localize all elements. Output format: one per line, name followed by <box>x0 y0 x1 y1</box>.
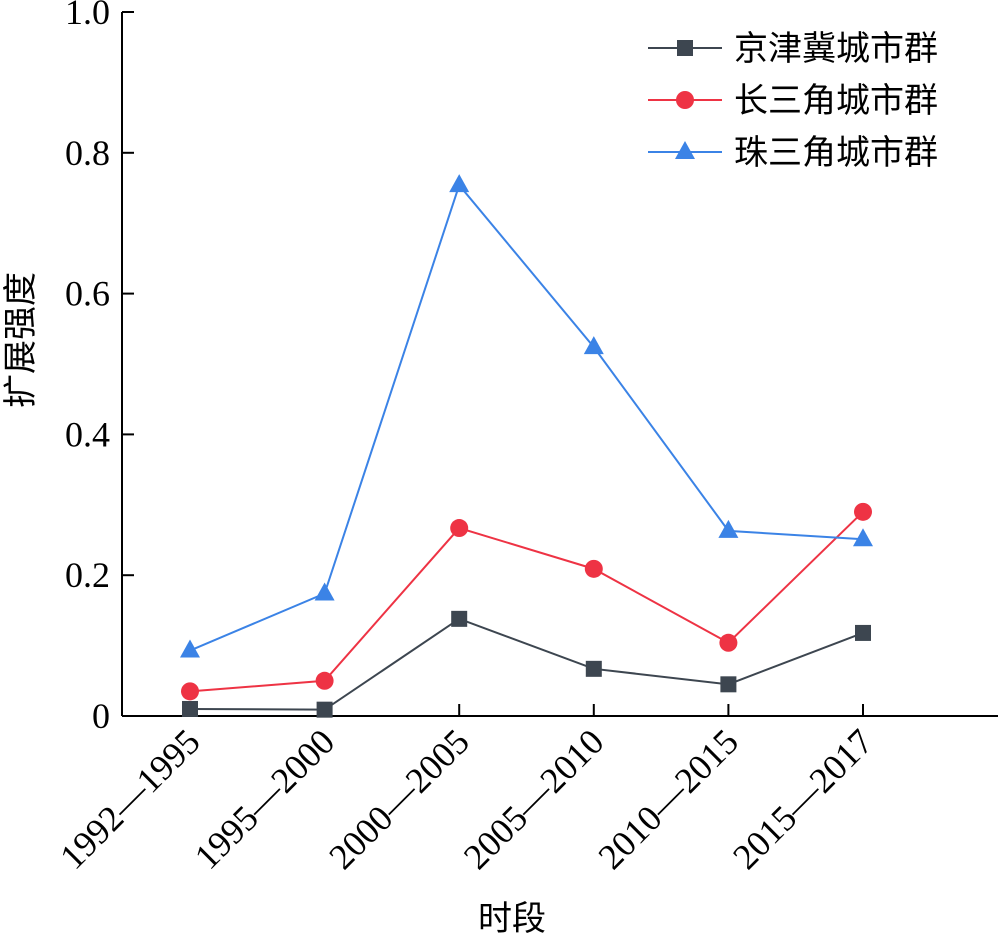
series-line <box>189 617 864 711</box>
y-tick-label: 0.6 <box>65 274 110 314</box>
series-3 <box>180 174 873 658</box>
data-point <box>585 660 602 677</box>
x-tick-label: 2015—2017 <box>725 721 881 877</box>
data-point <box>451 610 468 627</box>
series-2 <box>181 502 872 701</box>
data-point <box>718 519 739 538</box>
series-line <box>189 511 864 693</box>
x-tick-label: 2010—2015 <box>590 721 746 877</box>
x-tick-label: 1995—2000 <box>187 721 343 877</box>
y-tick-label: 0 <box>92 696 110 736</box>
series-layer <box>180 174 873 718</box>
data-point <box>720 676 737 693</box>
data-point <box>450 519 469 538</box>
axis-ticks: 0 0.2 0.4 0.6 0.8 1.0 1992—19951995—20002000—2… <box>52 0 881 877</box>
data-point <box>315 671 334 690</box>
x-tick-label: 2005—2010 <box>456 721 612 877</box>
x-tick-label: 1992—1995 <box>52 721 208 877</box>
legend-marker <box>675 141 695 159</box>
data-point <box>583 336 604 355</box>
data-point <box>314 582 335 601</box>
data-point <box>449 174 470 193</box>
data-point <box>180 639 200 658</box>
data-point <box>855 624 871 641</box>
legend-label: 京津冀城市群 <box>734 29 938 69</box>
y-tick-label: 0.2 <box>65 555 110 595</box>
legend-label: 长三角城市群 <box>734 81 938 121</box>
series-1 <box>182 610 871 718</box>
axes <box>121 12 998 717</box>
data-point <box>584 559 603 578</box>
y-axis-title: 扩展强度 <box>1 272 41 408</box>
legend-marker <box>676 91 694 109</box>
y-tick-label: 0.4 <box>65 414 110 454</box>
data-point <box>853 528 873 547</box>
y-tick-label: 1.0 <box>65 0 110 32</box>
legend-item: 珠三角城市群 <box>648 133 938 173</box>
y-tick-label: 0.8 <box>65 133 110 173</box>
legend-item: 长三角城市群 <box>648 81 938 121</box>
x-tick-label: 2000—2005 <box>321 721 477 877</box>
legend-marker <box>677 40 693 56</box>
data-point <box>316 701 333 718</box>
data-point <box>182 700 198 717</box>
x-axis-title: 时段 <box>478 899 546 939</box>
data-point <box>719 633 738 652</box>
legend-label: 珠三角城市群 <box>734 133 938 173</box>
data-point <box>854 502 872 521</box>
series-line <box>189 183 864 652</box>
data-point <box>181 682 199 701</box>
legend-item: 京津冀城市群 <box>648 29 938 69</box>
